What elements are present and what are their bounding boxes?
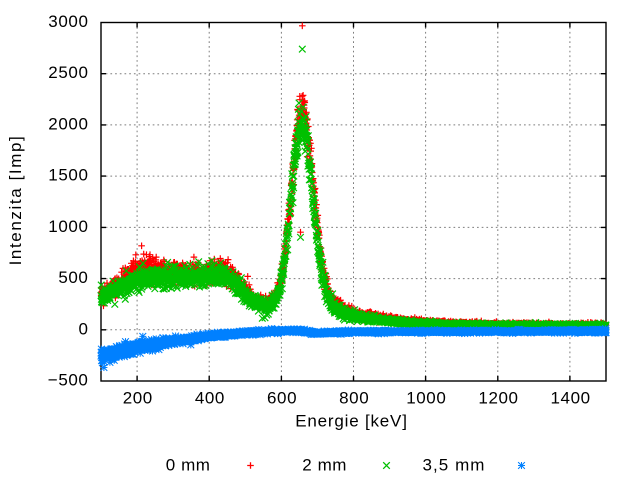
svg-text:3000: 3000 (48, 12, 88, 31)
svg-text:2000: 2000 (48, 114, 88, 133)
svg-text:−500: −500 (48, 371, 89, 390)
svg-text:200: 200 (123, 389, 153, 408)
svg-text:2 mm: 2 mm (302, 456, 347, 475)
svg-text:Intenzita [Imp]: Intenzita [Imp] (6, 135, 25, 266)
svg-text:600: 600 (267, 389, 297, 408)
svg-text:3,5 mm: 3,5 mm (423, 456, 486, 475)
svg-text:1200: 1200 (478, 389, 518, 408)
svg-text:Energie [keV]: Energie [keV] (295, 412, 407, 431)
svg-text:1500: 1500 (48, 166, 88, 185)
svg-text:0 mm: 0 mm (166, 456, 211, 475)
svg-text:1000: 1000 (406, 389, 446, 408)
svg-text:1400: 1400 (550, 389, 590, 408)
svg-text:0: 0 (78, 319, 88, 338)
svg-text:1000: 1000 (48, 217, 88, 236)
svg-text:2500: 2500 (48, 63, 88, 82)
svg-text:500: 500 (58, 268, 88, 287)
svg-text:400: 400 (195, 389, 225, 408)
svg-text:800: 800 (339, 389, 369, 408)
